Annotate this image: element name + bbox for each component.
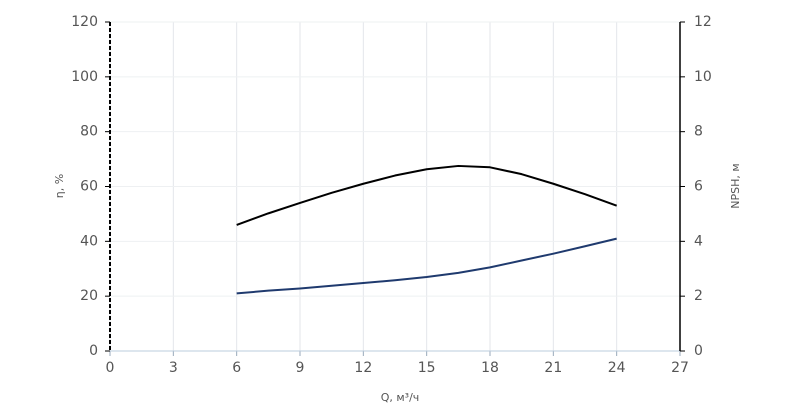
y2-axis-label: NPSH, м [729, 163, 742, 208]
y2-tick-label: 2 [694, 288, 703, 304]
y2-tick-label: 10 [694, 69, 712, 85]
y-tick-label: 20 [80, 288, 98, 304]
x-tick-label: 3 [169, 360, 178, 376]
y-axis-label: η, % [53, 174, 66, 198]
y-tick-label: 60 [80, 179, 98, 195]
y-tick-label: 40 [80, 233, 98, 249]
y2-tick-label: 4 [694, 233, 703, 249]
y2-tick-label: 8 [694, 124, 703, 140]
x-tick-label: 9 [296, 360, 305, 376]
x-tick-label: 12 [354, 360, 372, 376]
y-tick-label: 120 [71, 14, 98, 30]
x-tick-label: 24 [608, 360, 626, 376]
y2-tick-label: 0 [694, 343, 703, 359]
y2-tick-label: 12 [694, 14, 712, 30]
x-tick-label: 18 [481, 360, 499, 376]
x-axis-label: Q, м³/ч [381, 391, 420, 404]
x-tick-label: 0 [106, 360, 115, 376]
y-tick-label: 100 [71, 69, 98, 85]
x-tick-label: 6 [232, 360, 241, 376]
x-tick-label: 27 [671, 360, 689, 376]
series-line [236, 237, 617, 295]
x-tick-label: 15 [418, 360, 436, 376]
series-line [236, 164, 618, 226]
y-tick-label: 80 [80, 124, 98, 140]
x-tick-label: 21 [544, 360, 562, 376]
y-tick-label: 0 [89, 343, 98, 359]
y2-tick-label: 6 [694, 179, 703, 195]
